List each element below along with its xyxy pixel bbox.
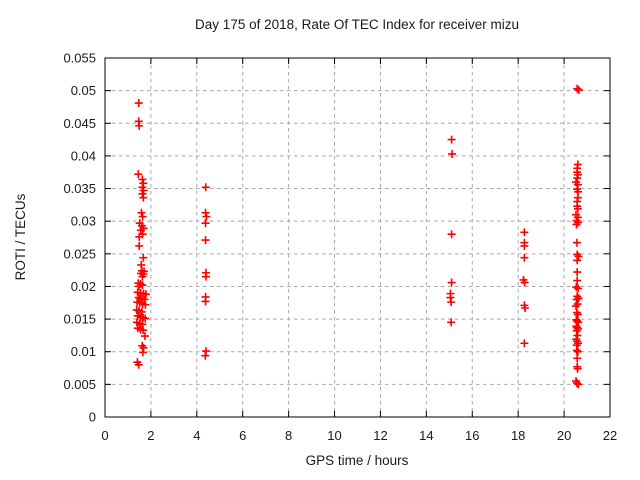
data-point-marker	[574, 380, 583, 389]
data-point-marker	[134, 170, 143, 179]
data-point-marker	[138, 212, 147, 221]
x-tick-label: 10	[327, 428, 341, 443]
data-point-marker	[201, 351, 210, 360]
x-tick-label: 2	[147, 428, 154, 443]
data-point-marker	[572, 346, 581, 355]
data-point-marker	[135, 232, 144, 241]
x-tick-label: 4	[193, 428, 200, 443]
data-point-marker	[201, 208, 210, 217]
data-point-marker	[447, 135, 456, 144]
data-point-marker	[521, 303, 530, 312]
y-tick-label: 0.035	[63, 181, 96, 196]
data-point-marker	[138, 175, 147, 184]
data-point-marker	[574, 284, 583, 293]
x-tick-label: 14	[419, 428, 433, 443]
data-point-marker	[572, 220, 581, 229]
y-tick-label: 0	[89, 410, 96, 425]
x-tick-label: 20	[557, 428, 571, 443]
data-point-marker	[201, 183, 210, 192]
data-point-marker	[201, 219, 210, 228]
data-point-marker	[520, 339, 529, 348]
x-tick-label: 16	[465, 428, 479, 443]
data-point-marker	[140, 332, 149, 341]
data-point-marker	[141, 290, 150, 299]
data-point-marker	[139, 253, 148, 262]
data-point-marker	[134, 360, 143, 369]
data-point-marker	[520, 253, 529, 262]
data-point-marker	[447, 298, 456, 307]
y-tick-label: 0.04	[71, 148, 96, 163]
data-point-marker	[139, 326, 148, 335]
x-tick-label: 0	[101, 428, 108, 443]
data-point-marker	[448, 149, 457, 158]
data-point-marker	[135, 121, 144, 130]
data-point-marker	[141, 314, 150, 323]
data-point-marker	[137, 307, 146, 316]
x-tick-label: 6	[239, 428, 246, 443]
data-point-marker	[140, 295, 149, 304]
data-point-marker	[573, 276, 582, 285]
y-tick-label: 0.03	[71, 214, 96, 229]
data-point-marker	[574, 85, 583, 94]
y-tick-label: 0.045	[63, 116, 96, 131]
x-tick-label: 18	[511, 428, 525, 443]
data-point-marker	[201, 236, 210, 245]
data-point-marker	[139, 179, 148, 188]
data-point-marker	[573, 84, 582, 93]
axis-ticks	[104, 57, 611, 418]
data-point-marker	[134, 99, 143, 108]
data-point-marker	[134, 282, 143, 291]
x-tick-labels: 0 2 4 6 8 10 12 14 16 18 20 22	[101, 428, 617, 443]
data-point-marker	[202, 212, 211, 221]
data-points	[132, 84, 583, 389]
data-point-marker	[520, 228, 529, 237]
y-tick-label: 0.005	[63, 377, 96, 392]
data-point-marker	[138, 189, 147, 198]
x-axis-label: GPS time / hours	[306, 453, 409, 468]
data-point-marker	[573, 364, 582, 373]
y-tick-label: 0.015	[63, 312, 96, 327]
data-point-marker	[138, 348, 147, 357]
data-point-marker	[520, 241, 529, 250]
grid-lines	[105, 58, 610, 417]
data-point-marker	[572, 283, 581, 292]
y-axis-label: ROTI / TECUs	[13, 193, 28, 280]
data-point-marker	[136, 226, 145, 235]
x-tick-label: 22	[603, 428, 617, 443]
data-point-marker	[447, 230, 456, 239]
data-point-marker	[139, 193, 148, 202]
data-point-marker	[573, 204, 582, 213]
data-point-marker	[573, 256, 582, 265]
y-tick-label: 0.01	[71, 344, 96, 359]
data-point-marker	[572, 302, 581, 311]
data-point-marker	[135, 241, 144, 250]
data-point-marker	[572, 238, 581, 247]
plot-border	[104, 57, 611, 418]
data-point-marker	[138, 272, 147, 281]
y-tick-label: 0.055	[63, 51, 96, 66]
x-tick-label: 8	[285, 428, 292, 443]
data-point-marker	[574, 252, 583, 261]
data-point-marker	[201, 297, 210, 306]
y-tick-labels: 0 0.005 0.01 0.015 0.02 0.025 0.03 0.035 0.04 0.0…	[63, 51, 96, 425]
y-tick-label: 0.025	[63, 246, 96, 261]
data-point-marker	[141, 300, 150, 309]
data-point-marker	[202, 272, 210, 281]
x-tick-label: 12	[373, 428, 387, 443]
data-point-marker	[573, 268, 582, 277]
data-point-marker	[447, 278, 456, 287]
data-point-marker	[572, 379, 581, 388]
data-point-marker	[137, 208, 146, 217]
data-point-marker	[447, 318, 456, 327]
y-tick-label: 0.02	[71, 279, 96, 294]
chart-title: Day 175 of 2018, Rate Of TEC Index for r…	[195, 17, 519, 32]
data-point-marker	[520, 278, 529, 287]
y-tick-label: 0.05	[71, 83, 96, 98]
data-point-marker	[573, 354, 582, 363]
